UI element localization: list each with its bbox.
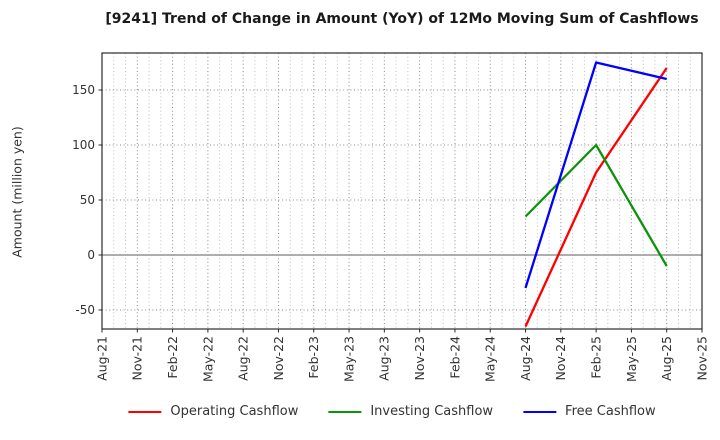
x-tick-label: Feb-24: [447, 336, 462, 379]
legend-item-investing-cashflow: Investing Cashflow: [328, 404, 493, 419]
legend-item-free-cashflow: Free Cashflow: [523, 404, 656, 419]
legend-label: Investing Cashflow: [370, 404, 494, 419]
legend-line-swatch: [328, 410, 362, 413]
y-tick-label: 50: [80, 193, 95, 207]
chart-title: [9241] Trend of Change in Amount (YoY) o…: [105, 11, 699, 27]
plot-frame: [101, 52, 703, 330]
legend-item-operating-cashflow: Operating Cashflow: [128, 404, 298, 419]
x-tick-label: Feb-23: [306, 336, 321, 379]
series-line-operating-cashflow: [524, 67, 668, 327]
legend: Operating Cashflow Investing Cashflow Free…: [128, 404, 656, 419]
x-tick-label: Aug-24: [518, 336, 533, 381]
x-tick-label: Aug-22: [236, 336, 251, 381]
x-tick-label: Nov-22: [271, 336, 286, 380]
legend-label: Operating Cashflow: [170, 404, 299, 419]
series-line-free-cashflow: [524, 61, 667, 289]
x-tick-label: May-24: [483, 336, 498, 382]
series-line-investing-cashflow: [524, 143, 668, 267]
x-tick-label: Aug-25: [659, 336, 674, 381]
x-tick-label: May-23: [341, 336, 356, 382]
y-tick-label: 0: [87, 248, 95, 262]
x-tick-label: May-22: [200, 336, 215, 382]
legend-line-swatch: [128, 410, 162, 413]
legend-label: Free Cashflow: [565, 404, 656, 419]
y-tick-label: -50: [75, 303, 95, 317]
y-tick-label: 150: [72, 83, 95, 97]
y-tick-label: 100: [72, 138, 95, 152]
x-tick-label: Feb-25: [588, 336, 603, 379]
x-tick-label: Aug-21: [94, 336, 109, 381]
x-tick-label: Aug-23: [377, 336, 392, 381]
x-tick-label: Nov-24: [553, 336, 568, 381]
x-tick-label: Nov-25: [694, 336, 709, 380]
x-tick-label: Nov-23: [412, 336, 427, 380]
legend-line-swatch: [523, 410, 557, 413]
x-tick-label: Feb-22: [165, 336, 180, 379]
x-tick-label: May-25: [624, 336, 639, 382]
x-tick-label: Nov-21: [130, 336, 145, 380]
